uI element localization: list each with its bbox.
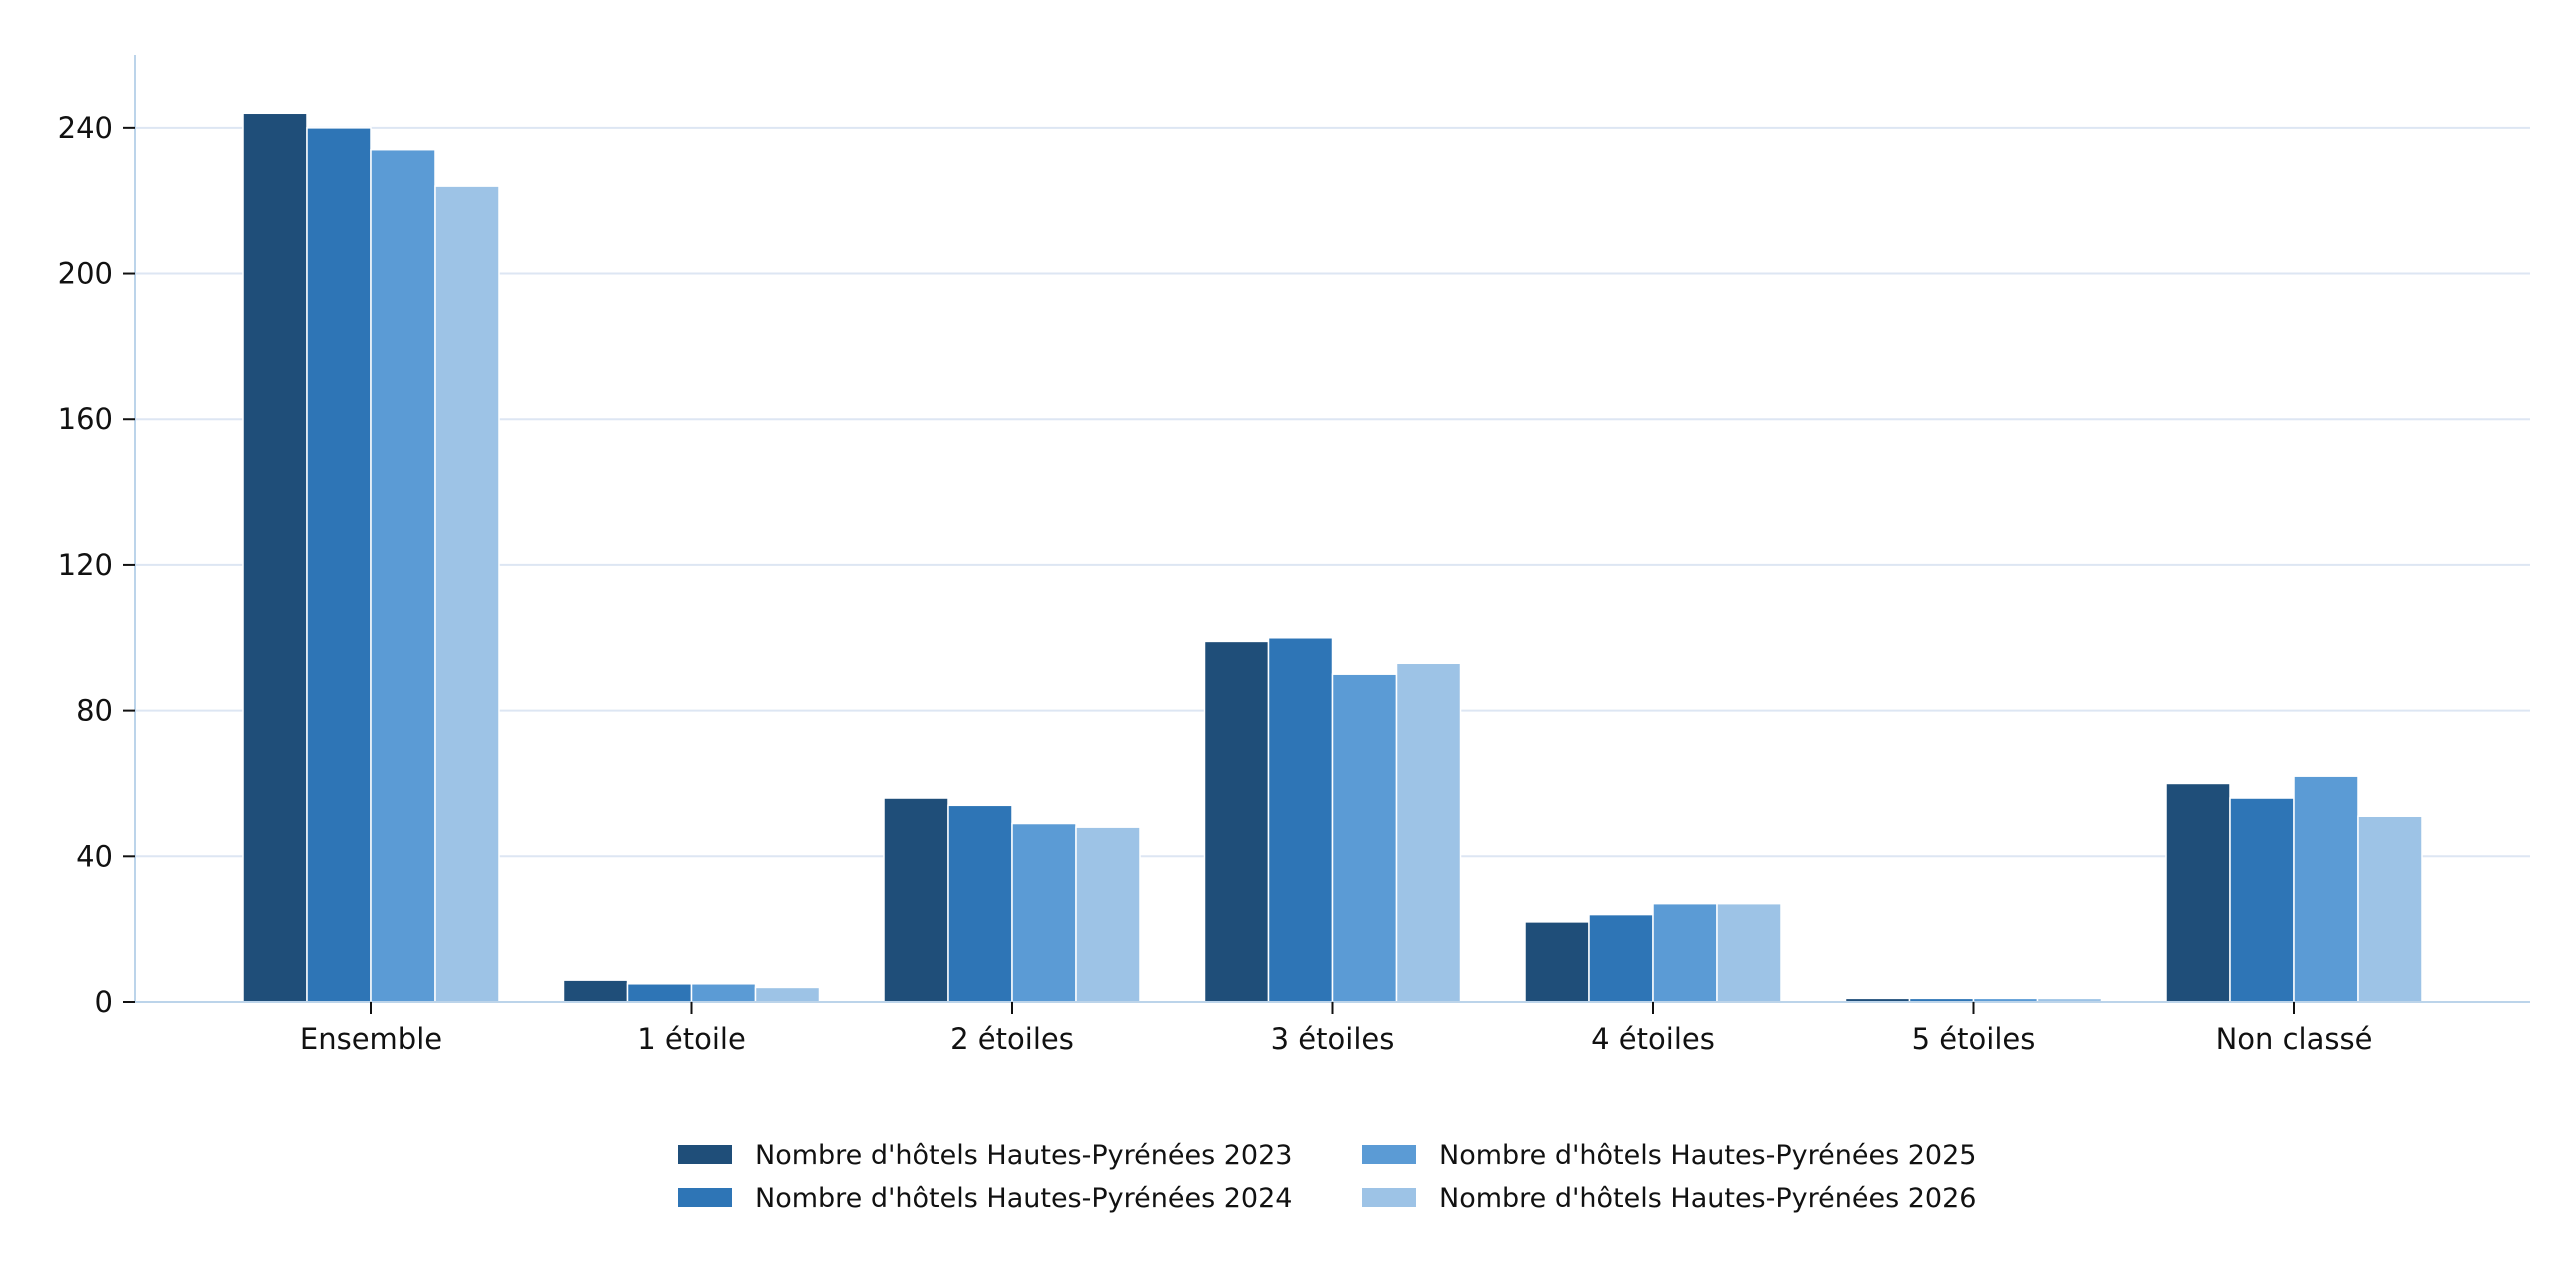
bar bbox=[2357, 815, 2423, 1003]
legend-label: Nombre d'hôtels Hautes-Pyrénées 2024 bbox=[755, 1183, 1292, 1214]
y-tick-label: 240 bbox=[58, 111, 113, 145]
x-tick-label: 4 étoiles bbox=[1591, 1022, 1715, 1056]
y-axis-ticks: 0 40 80 120 160 200 240 bbox=[58, 111, 135, 1019]
legend-label: Nombre d'hôtels Hautes-Pyrénées 2023 bbox=[755, 1140, 1292, 1171]
y-tick-label: 200 bbox=[58, 257, 113, 291]
x-tick-label: 1 étoile bbox=[637, 1022, 746, 1056]
bar bbox=[1395, 662, 1462, 1003]
x-tick-label: 3 étoiles bbox=[1271, 1022, 1395, 1056]
bar bbox=[2165, 782, 2231, 1003]
bar bbox=[947, 804, 1013, 1003]
bar bbox=[1267, 637, 1334, 1003]
bar bbox=[306, 127, 372, 1003]
legend-label: Nombre d'hôtels Hautes-Pyrénées 2026 bbox=[1439, 1183, 1976, 1214]
bar bbox=[754, 986, 821, 1003]
bar bbox=[562, 979, 629, 1003]
x-tick-label: Non classé bbox=[2216, 1022, 2373, 1056]
bar bbox=[626, 983, 693, 1003]
x-axis-ticks: Ensemble 1 étoile 2 étoiles 3 étoiles 4 étoi… bbox=[300, 1002, 2373, 1056]
bar bbox=[370, 148, 436, 1003]
bar bbox=[690, 983, 757, 1003]
grid-lines bbox=[135, 126, 2530, 858]
bar bbox=[1716, 902, 1782, 1003]
bar bbox=[1524, 921, 1590, 1003]
legend-item: Nombre d'hôtels Hautes-Pyrénées 2023 bbox=[678, 1140, 1292, 1171]
y-tick-label: 0 bbox=[95, 985, 113, 1019]
bar bbox=[1652, 902, 1718, 1003]
bar bbox=[2293, 775, 2359, 1003]
legend-swatch bbox=[1362, 1145, 1416, 1164]
legend-item: Nombre d'hôtels Hautes-Pyrénées 2025 bbox=[1362, 1140, 1976, 1171]
bar bbox=[1203, 640, 1270, 1003]
bar bbox=[883, 797, 949, 1003]
bar bbox=[1331, 673, 1398, 1003]
bar bbox=[434, 185, 500, 1003]
bar bbox=[1588, 913, 1654, 1003]
bar bbox=[2229, 797, 2295, 1003]
y-tick-label: 80 bbox=[76, 694, 113, 728]
y-tick-label: 160 bbox=[58, 402, 113, 436]
bar bbox=[1011, 822, 1077, 1003]
bar bbox=[242, 112, 308, 1003]
legend-swatch bbox=[678, 1145, 732, 1164]
legend: Nombre d'hôtels Hautes-Pyrénées 2023 Nomb… bbox=[678, 1140, 1976, 1214]
bars bbox=[242, 112, 2423, 1003]
x-tick-label: Ensemble bbox=[300, 1022, 442, 1056]
y-tick-label: 120 bbox=[58, 548, 113, 582]
legend-label: Nombre d'hôtels Hautes-Pyrénées 2025 bbox=[1439, 1140, 1976, 1171]
legend-item: Nombre d'hôtels Hautes-Pyrénées 2024 bbox=[678, 1183, 1292, 1214]
legend-swatch bbox=[1362, 1188, 1416, 1207]
bar bbox=[1075, 826, 1141, 1003]
y-tick-label: 40 bbox=[76, 839, 113, 873]
legend-item: Nombre d'hôtels Hautes-Pyrénées 2026 bbox=[1362, 1183, 1976, 1214]
x-tick-label: 5 étoiles bbox=[1912, 1022, 2036, 1056]
x-tick-label: 2 étoiles bbox=[950, 1022, 1074, 1056]
legend-swatch bbox=[678, 1188, 732, 1207]
